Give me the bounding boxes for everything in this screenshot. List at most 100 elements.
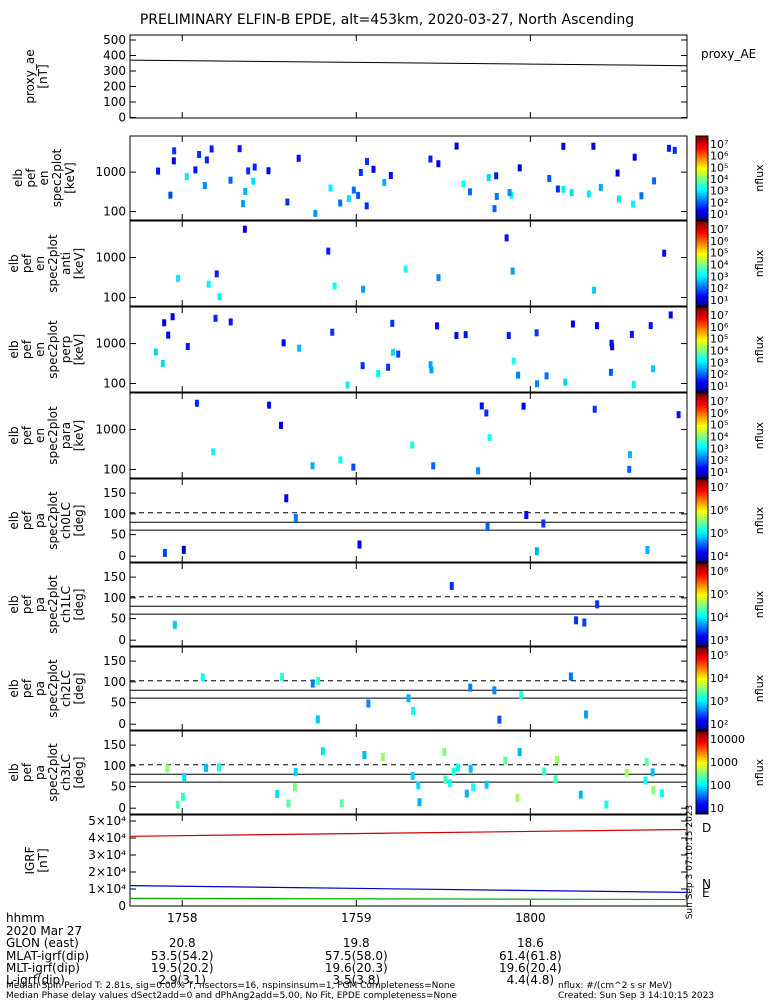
- spectrogram-cell: [648, 322, 653, 330]
- spectrogram-cell: [555, 185, 560, 193]
- colorbar-cell: [696, 721, 708, 725]
- colorbar-cell: [696, 619, 708, 622]
- colorbar-cell: [696, 651, 708, 654]
- colorbar-cell: [696, 265, 708, 269]
- colorbar-cell: [696, 723, 708, 727]
- colorbar-tick-label: 10000: [710, 733, 745, 746]
- spectrogram-cell: [170, 313, 175, 321]
- colorbar-tick-label: 10²: [710, 282, 728, 295]
- colorbar-cell: [696, 452, 708, 456]
- pitch-angle-cell: [279, 672, 284, 681]
- colorbar-cell: [696, 551, 708, 555]
- pitch-angle-cell: [286, 799, 291, 808]
- ylabel-line: proxy_ae: [23, 49, 37, 103]
- spectrogram-cell: [310, 462, 315, 470]
- colorbar-tick-label: 10⁴: [710, 259, 729, 272]
- colorbar-cell: [696, 334, 708, 338]
- y-tick-label: 1000: [95, 251, 126, 265]
- colorbar-cell: [696, 709, 708, 712]
- spectrogram-cell: [517, 164, 522, 172]
- colorbar-cell: [696, 688, 708, 692]
- pitch-angle-cell: [449, 581, 454, 590]
- spectrogram-cell: [617, 195, 622, 203]
- spectrogram-cell: [632, 153, 637, 161]
- pitch-angle-cell: [492, 686, 497, 695]
- colorbar-cell: [696, 215, 708, 219]
- spectrogram-cell: [516, 371, 521, 379]
- pitch-angle-cell: [380, 752, 385, 761]
- colorbar-frame: [695, 646, 709, 731]
- pitch-angle-cell: [515, 794, 520, 803]
- pitch-angle-cell: [464, 789, 469, 798]
- colorbar-tick-label: 10⁷: [710, 481, 728, 494]
- pitch-angle-cell: [180, 792, 185, 801]
- spectrogram-cell: [627, 465, 632, 473]
- colorbar-cell: [696, 140, 708, 143]
- y-tick-label: 0: [118, 633, 126, 647]
- colorbar-cell: [696, 332, 708, 336]
- colorbar-cell: [696, 741, 708, 744]
- colorbar-cell: [696, 690, 708, 694]
- colorbar-cell: [696, 684, 708, 687]
- ylabel-line: [keV]: [72, 248, 86, 279]
- spectrogram-cell: [511, 357, 516, 365]
- y-tick-label: 100: [103, 377, 126, 391]
- spectrogram-cell: [171, 157, 176, 165]
- spectrogram-cell: [569, 189, 574, 197]
- colorbar-tick-label: 10⁴: [710, 672, 729, 685]
- spectrogram-cell: [251, 177, 256, 185]
- colorbar-cell: [696, 246, 708, 250]
- spectrogram-cell: [463, 331, 468, 339]
- pitch-angle-cell: [503, 756, 508, 765]
- trace-label-e: E: [702, 886, 710, 900]
- colorbar-cell: [696, 698, 708, 702]
- spectrogram-cell: [428, 155, 433, 163]
- colorbar-cell: [696, 377, 708, 380]
- pitch-angle-cell: [165, 764, 170, 773]
- footer-value: 19.5(20.2): [151, 961, 214, 975]
- spectrogram-cell: [214, 270, 219, 278]
- panel-frame: [129, 478, 688, 563]
- y-tick-label: 400: [103, 49, 126, 63]
- colorbar-tick-label: 10⁷: [710, 223, 728, 236]
- colorbar-cell: [696, 341, 708, 344]
- spectrogram-cell: [185, 343, 190, 351]
- spectrogram-cell: [615, 169, 620, 177]
- colorbar-cell: [696, 435, 708, 439]
- colorbar-cell: [696, 154, 708, 158]
- ylabel-line: spec2plot: [46, 743, 60, 802]
- colorbar-cell: [696, 427, 708, 430]
- colorbar-tick-label: 10⁵: [710, 527, 728, 540]
- panel-spec-perp: elb pef en spec2plot perp [keV] nflux: [7, 306, 766, 393]
- spectrogram-cell: [338, 456, 343, 464]
- colorbar-tick-label: 10⁵: [710, 419, 728, 432]
- panel-frame: [129, 306, 688, 393]
- ylabel-line: pef: [20, 425, 34, 445]
- colorbar-cell: [696, 803, 708, 807]
- colorbar-cell: [696, 522, 708, 526]
- footer-value: 19.6(20.3): [325, 961, 388, 975]
- footer-row-label: MLT-igrf(dip): [6, 961, 80, 975]
- colorbar-cell: [696, 282, 708, 286]
- colorbar-cell: [696, 278, 708, 281]
- pitch-angle-cell: [534, 547, 539, 556]
- spectrogram-cell: [467, 188, 472, 196]
- y-tick-label: 100: [103, 463, 126, 477]
- colorbar-cell: [696, 680, 708, 683]
- pitch-angle-cell: [366, 699, 371, 708]
- colorbar-cell: [696, 673, 708, 677]
- colorbar-cell: [696, 577, 708, 581]
- colorbar-cell: [696, 225, 708, 228]
- spectrogram-cell: [591, 286, 596, 294]
- colorbar-tick-label: 10: [710, 802, 724, 815]
- colorbar-cell: [696, 163, 708, 166]
- spectrogram-cell: [217, 293, 222, 301]
- pitch-angle-cell: [442, 747, 447, 756]
- pitch-angle-cell: [484, 780, 489, 789]
- y-tick-label: 150: [103, 570, 126, 584]
- colorbar-cell: [696, 217, 708, 221]
- colorbar-cell: [696, 575, 708, 579]
- colorbar-cell: [696, 463, 708, 466]
- colorbar: nflux: [695, 646, 766, 731]
- colorbar-cell: [696, 598, 708, 601]
